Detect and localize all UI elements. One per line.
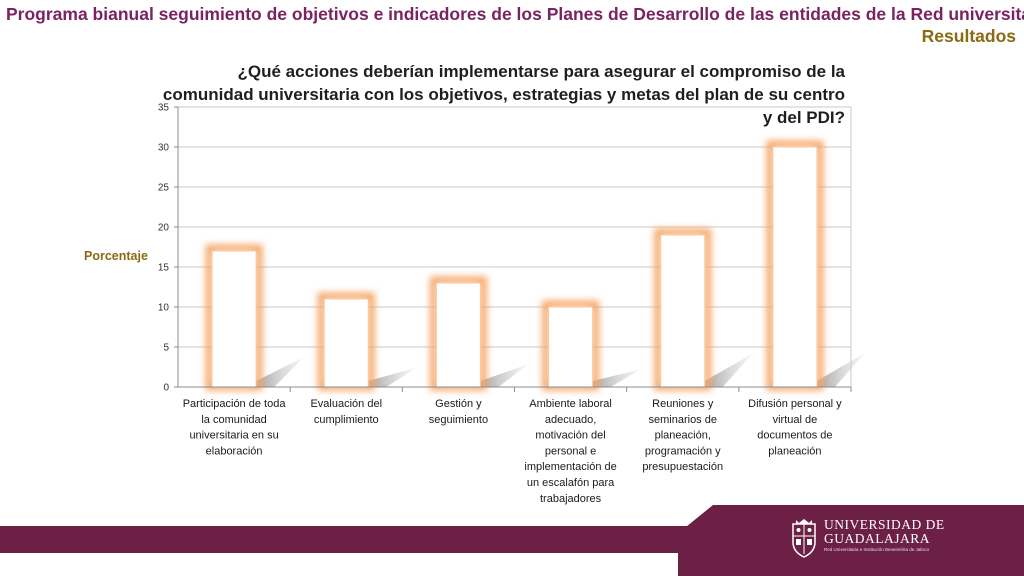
- x-tick-label: Gestión y seguimiento: [429, 398, 488, 426]
- footer-logo-tab: [678, 505, 1024, 576]
- bar: [435, 282, 481, 388]
- axis-layer: 0 5 10 15 20 25 30 35 Participación de toda la co…: [158, 103, 852, 505]
- shadow-layer: [256, 353, 865, 387]
- y-axis-label: Porcentaje: [84, 249, 148, 263]
- x-tick-label: Evaluación del cumplimiento: [310, 398, 382, 426]
- x-tick-label: Difusión personal y virtual de documentos …: [748, 398, 842, 457]
- y-tick-label: 30: [158, 143, 170, 154]
- bar-shadow: [256, 357, 305, 387]
- bar: [772, 146, 818, 388]
- logo-line-2: GUADALAJARA: [824, 531, 930, 546]
- grid-layer: [178, 106, 851, 388]
- bar: [660, 234, 706, 388]
- university-crest-icon: [792, 519, 816, 558]
- y-tick-label: 10: [158, 303, 170, 314]
- bar-shadow: [368, 367, 417, 387]
- x-tick-label: Participación de toda la comunidad univers…: [183, 398, 287, 457]
- bar-shadow: [816, 353, 865, 387]
- bar-layer: [205, 140, 824, 391]
- y-tick-label: 20: [158, 223, 170, 234]
- university-logo: UNIVERSIDAD DE GUADALAJARA Red Universit…: [790, 518, 1020, 563]
- y-tick-label: 35: [158, 103, 170, 114]
- chart-title: ¿Qué acciones deberían implementarse par…: [162, 62, 845, 127]
- bar-shadow: [704, 353, 753, 387]
- header-subtitle: Resultados: [921, 26, 1016, 46]
- y-tick-label: 25: [158, 183, 170, 194]
- logo-tagline: Red Universitaria e Institución Beneméri…: [824, 547, 930, 552]
- bar: [323, 298, 369, 388]
- bar-shadow: [592, 369, 641, 387]
- bar: [548, 306, 594, 388]
- logo-line-1: UNIVERSIDAD DE: [824, 517, 945, 532]
- bar-shadow: [480, 364, 529, 387]
- y-tick-label: 0: [163, 383, 169, 394]
- y-tick-label: 15: [158, 263, 170, 274]
- x-tick-label: Ambiente laboral adecuado, motivación del p…: [524, 398, 616, 505]
- header-title: Programa bianual seguimiento de objetivo…: [6, 4, 1024, 24]
- bar: [211, 250, 257, 388]
- x-tick-label: Reuniones y seminarios de planeación, progr…: [642, 398, 723, 473]
- y-tick-label: 5: [163, 343, 169, 354]
